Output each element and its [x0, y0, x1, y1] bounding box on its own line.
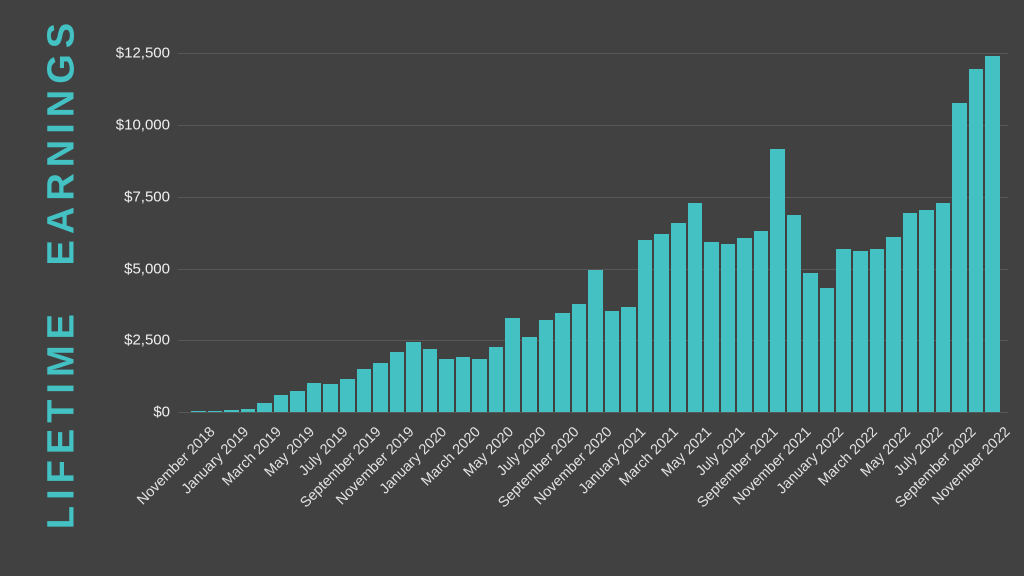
chart-bar: [737, 237, 752, 412]
chart-bar: [356, 369, 372, 412]
chart-bar: [819, 288, 835, 412]
chart-bar: [538, 319, 554, 412]
chart-bar: [571, 304, 587, 412]
chart-bar: [720, 244, 736, 412]
chart-bar: [704, 241, 719, 412]
chart-bar: [339, 379, 355, 412]
y-tick-label: $12,500: [115, 44, 170, 62]
chart-bar: [869, 249, 885, 412]
chart-bar: [803, 273, 818, 412]
chart-bar: [919, 210, 934, 412]
chart-bar: [836, 249, 852, 412]
gridline: [178, 53, 1008, 55]
chart-bar: [621, 306, 636, 412]
chart-bar: [240, 408, 256, 412]
chart-bar: [886, 236, 901, 412]
chart-bar: [191, 411, 206, 412]
chart-bar: [786, 215, 802, 412]
y-tick-label: $10,000: [115, 116, 170, 134]
chart-bar: [422, 348, 438, 412]
gridline: [178, 196, 1008, 198]
chart-bar: [637, 239, 653, 412]
y-tick-label: $7,500: [124, 188, 170, 206]
chart-bar: [306, 383, 322, 412]
chart-bar: [670, 222, 686, 412]
chart-bar: [373, 362, 388, 412]
chart-bar: [604, 310, 620, 412]
chart-bar: [753, 231, 769, 412]
chart-bar: [439, 359, 454, 412]
chart-bar: [389, 351, 405, 412]
chart-bar: [902, 212, 918, 412]
gridline: [178, 125, 1008, 127]
chart-bar: [323, 384, 338, 412]
y-tick-label: $2,500: [124, 331, 170, 349]
chart-bar: [472, 359, 487, 412]
chart-bar: [968, 68, 984, 412]
chart-bar: [455, 356, 471, 412]
chart-bar: [687, 202, 703, 412]
y-tick-label: $0: [153, 403, 170, 421]
y-tick-label: $5,000: [124, 260, 170, 278]
chart-bar: [853, 250, 868, 412]
chart-bar: [952, 102, 967, 412]
chart-bar: [588, 269, 603, 412]
gridline: [178, 412, 1008, 413]
chart-bar: [207, 410, 223, 412]
chart-bar: [935, 202, 951, 412]
chart-bar: [654, 234, 669, 412]
chart-bar: [488, 346, 504, 412]
chart-bar: [290, 391, 305, 412]
chart-bar: [770, 149, 785, 412]
chart-bar: [224, 410, 239, 412]
chart-bar: [273, 395, 289, 412]
chart-bar: [522, 336, 537, 412]
chart-bar: [505, 318, 521, 412]
chart-bar: [406, 341, 421, 412]
chart-bar: [985, 56, 1000, 412]
chart-bar: [257, 402, 272, 412]
gridline: [178, 268, 1008, 270]
chart-bar: [555, 312, 570, 412]
